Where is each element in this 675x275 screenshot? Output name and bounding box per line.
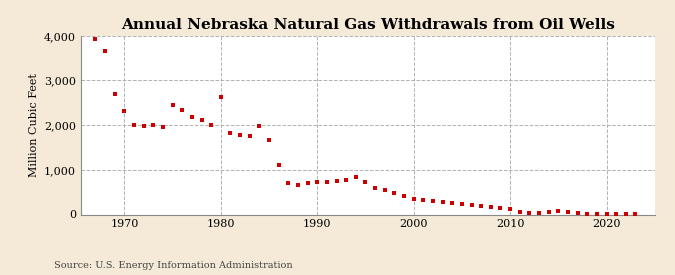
Point bbox=[495, 205, 506, 210]
Point bbox=[630, 212, 641, 217]
Point bbox=[476, 204, 487, 208]
Point bbox=[534, 211, 545, 215]
Point bbox=[418, 197, 429, 202]
Point bbox=[456, 202, 467, 207]
Point bbox=[177, 108, 188, 112]
Point bbox=[399, 194, 410, 198]
Point bbox=[109, 92, 120, 96]
Point bbox=[389, 190, 400, 195]
Point bbox=[321, 180, 332, 184]
Point bbox=[350, 175, 361, 180]
Point bbox=[437, 200, 448, 204]
Point bbox=[215, 95, 226, 100]
Point bbox=[360, 180, 371, 185]
Point bbox=[591, 212, 602, 216]
Text: Source: U.S. Energy Information Administration: Source: U.S. Energy Information Administ… bbox=[54, 260, 293, 270]
Point bbox=[582, 211, 593, 216]
Point bbox=[341, 177, 352, 182]
Point bbox=[601, 212, 612, 216]
Point bbox=[100, 49, 111, 53]
Point bbox=[196, 118, 207, 122]
Point bbox=[90, 37, 101, 42]
Point bbox=[505, 207, 516, 211]
Point bbox=[379, 188, 390, 192]
Point bbox=[206, 123, 217, 127]
Point bbox=[427, 199, 438, 203]
Point bbox=[370, 185, 381, 190]
Point bbox=[485, 205, 496, 209]
Point bbox=[254, 124, 265, 128]
Point bbox=[157, 125, 168, 129]
Point bbox=[466, 203, 477, 207]
Point bbox=[225, 131, 236, 135]
Point bbox=[129, 122, 140, 127]
Point bbox=[408, 197, 419, 201]
Point bbox=[572, 211, 583, 215]
Point bbox=[514, 210, 525, 214]
Y-axis label: Million Cubic Feet: Million Cubic Feet bbox=[28, 73, 38, 177]
Point bbox=[524, 211, 535, 215]
Point bbox=[138, 124, 149, 128]
Point bbox=[543, 209, 554, 214]
Point bbox=[186, 114, 197, 119]
Title: Annual Nebraska Natural Gas Withdrawals from Oil Wells: Annual Nebraska Natural Gas Withdrawals … bbox=[121, 18, 615, 32]
Point bbox=[148, 122, 159, 127]
Point bbox=[292, 182, 303, 187]
Point bbox=[167, 103, 178, 108]
Point bbox=[447, 201, 458, 205]
Point bbox=[312, 180, 323, 185]
Point bbox=[302, 181, 313, 185]
Point bbox=[620, 212, 631, 216]
Point bbox=[562, 210, 573, 214]
Point bbox=[553, 209, 564, 213]
Point bbox=[235, 133, 246, 137]
Point bbox=[611, 212, 622, 216]
Point bbox=[331, 178, 342, 183]
Point bbox=[264, 138, 275, 142]
Point bbox=[273, 163, 284, 167]
Point bbox=[244, 134, 255, 138]
Point bbox=[119, 109, 130, 113]
Point bbox=[283, 181, 294, 185]
